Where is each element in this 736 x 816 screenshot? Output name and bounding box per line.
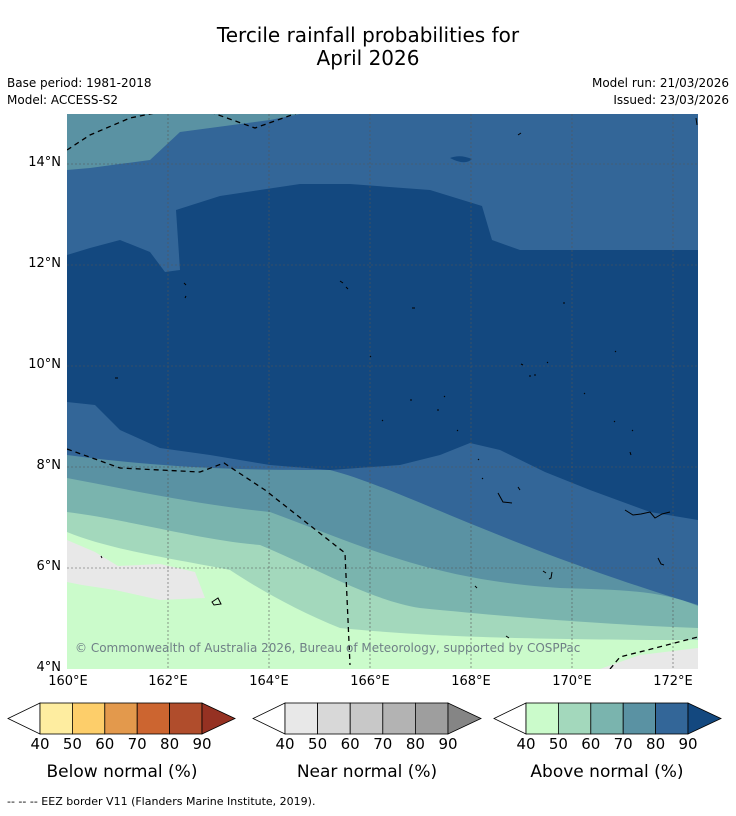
lat-label-8n: 8°N: [36, 458, 62, 473]
cb-below-arrow-low: [7, 702, 41, 735]
lat-label-14n: 14°N: [28, 155, 61, 170]
cb-below-tick: 50: [62, 735, 82, 753]
issued-date: Issued: 23/03/2026: [613, 93, 729, 107]
cb-near-title: Near normal (%): [296, 762, 438, 782]
cb-below-3: [104, 702, 138, 735]
cb-near-3: [349, 702, 384, 735]
cb-near-2: [317, 702, 351, 735]
band-under-40-south: [67, 532, 698, 669]
graticule: [67, 114, 698, 669]
lon-label-170e: 170°E: [552, 674, 592, 689]
cb-below-tick: 80: [160, 735, 180, 753]
colorbar-above: [493, 702, 722, 735]
base-period: Base period: 1981-2018: [7, 76, 152, 90]
near-normal-patch-west: [67, 540, 205, 600]
cb-below-1: [39, 702, 73, 735]
cb-above-tick: 50: [548, 735, 568, 753]
cb-above-2: [558, 702, 592, 735]
cb-near-4: [382, 702, 416, 735]
cb-below-5: [169, 702, 203, 735]
lon-label-162e: 162°E: [148, 674, 188, 689]
cb-below-tick: 90: [192, 735, 212, 753]
cb-above-arrow-high: [687, 702, 722, 735]
model-name: Model: ACCESS-S2: [7, 93, 119, 107]
cb-above-5: [655, 702, 689, 735]
cb-near-arrow-low: [252, 702, 286, 735]
cb-below-tick: 60: [95, 735, 115, 753]
cb-near-1: [284, 702, 318, 735]
band-80-90-islet: [450, 156, 472, 163]
lon-label-172e: 172°E: [653, 674, 693, 689]
cb-below-tick: 70: [127, 735, 147, 753]
cb-below-4: [136, 702, 170, 735]
lat-label-4n: 4°N: [36, 660, 62, 675]
cb-above-tick: 60: [581, 735, 601, 753]
cb-below-tick: 40: [30, 735, 50, 753]
eez-border: [67, 114, 698, 669]
cb-near-tick: 60: [340, 735, 360, 753]
lat-label-10n: 10°N: [28, 357, 61, 372]
colorbar-near: [252, 702, 482, 735]
colorbar-below: [7, 702, 236, 735]
near-normal-patch-southeast: [600, 648, 698, 669]
band-80-90-core: [67, 184, 698, 520]
lat-label-6n: 6°N: [36, 559, 62, 574]
cb-above-4: [622, 702, 657, 735]
lon-label-166e: 166°E: [350, 674, 390, 689]
model-run-date: Model run: 21/03/2026: [591, 76, 729, 90]
cb-near-tick: 90: [438, 735, 458, 753]
map-title-line2: April 2026: [316, 46, 420, 70]
cb-below-2: [72, 702, 106, 735]
lon-label-164e: 164°E: [249, 674, 289, 689]
cb-above-title: Above normal (%): [530, 762, 684, 782]
cb-near-tick: 70: [373, 735, 393, 753]
eez-legend: -- -- -- EEZ border V11 (Flanders Marine…: [7, 795, 316, 808]
lon-label-168e: 168°E: [451, 674, 491, 689]
cb-below-arrow-high: [201, 702, 236, 735]
lon-label-160e: 160°E: [48, 674, 88, 689]
cb-above-arrow-low: [493, 702, 527, 735]
map-title-line1: Tercile rainfall probabilities for: [216, 23, 520, 47]
cb-above-tick: 40: [516, 735, 536, 753]
cb-above-tick: 70: [613, 735, 633, 753]
islands: [100, 117, 698, 639]
cb-above-tick: 90: [678, 735, 698, 753]
cb-below-title: Below normal (%): [46, 762, 198, 782]
band-60-70-north: [67, 114, 300, 170]
cb-near-tick: 80: [405, 735, 425, 753]
lat-label-12n: 12°N: [28, 256, 61, 271]
cb-near-5: [414, 702, 449, 735]
cb-near-arrow-high: [447, 702, 482, 735]
cb-above-3: [590, 702, 624, 735]
copyright-notice: © Commonwealth of Australia 2026, Bureau…: [75, 641, 581, 655]
cb-near-tick: 40: [275, 735, 295, 753]
cb-above-tick: 80: [646, 735, 666, 753]
probability-field: [67, 114, 698, 669]
cb-above-1: [525, 702, 559, 735]
cb-near-tick: 50: [308, 735, 328, 753]
